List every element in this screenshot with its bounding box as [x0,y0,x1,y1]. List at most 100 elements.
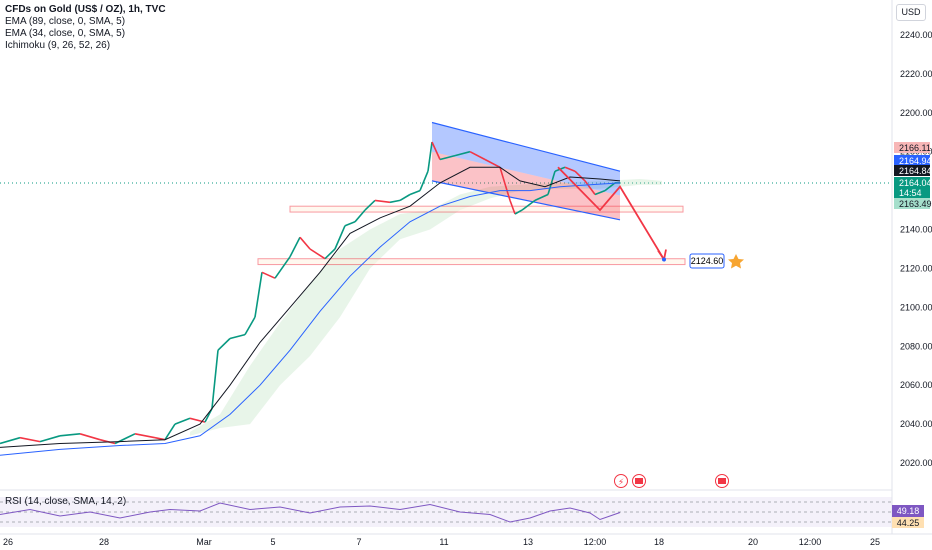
price-segment [59,433,81,437]
target-label-text: 2124.60 [691,256,724,266]
price-label-box [894,165,930,176]
price-segment [374,199,391,204]
price-segment [574,170,586,182]
price-tick-label: 2080.00 [900,341,932,351]
currency-button[interactable]: USD [896,4,926,21]
price-segment [334,225,346,250]
rsi-value-text: 49.18 [897,506,920,516]
event-icons[interactable]: ⚡ [614,474,729,489]
price-segment [564,166,576,172]
time-tick-label: 7 [356,537,361,547]
time-axis[interactable]: 26 28 Mar 5 7 11 13 12:00 18 20 12:00 25 [3,537,880,547]
target-label[interactable]: 2124.60 [689,253,725,269]
price-segment [289,236,301,258]
price-segment [229,333,246,340]
price-segment [217,337,231,351]
indicator-ichimoku[interactable]: Ichimoku (9, 26, 52, 26) [5,40,111,51]
support-zone-1[interactable] [289,205,684,213]
price-label-box [894,142,930,153]
lightning-glyph: ⚡ [618,478,624,488]
price-tick-label: 2100.00 [900,302,932,312]
price-segment [79,433,101,441]
price-segment [399,193,411,202]
time-tick-label: 5 [270,537,275,547]
price-segment [594,189,606,196]
indicator-ema89[interactable]: EMA (89, close, 0, SMA, 5) [5,16,126,27]
price-segment [484,158,501,169]
price-segment [547,170,556,195]
price-label-box [894,155,930,166]
price-tick-label: 2040.00 [900,419,932,429]
rsi-ma-box [892,517,924,528]
projection-arrow[interactable] [557,166,667,262]
target-point [662,257,666,262]
price-label: 2166.11 [899,143,931,153]
price-segment [261,271,276,279]
star-icon[interactable] [728,254,744,269]
ema34-line [0,166,621,448]
channel-lower-line[interactable] [431,180,621,221]
chart-legend: CFDs on Gold (US$ / OZ), 1h, TVC EMA (89… [5,4,166,52]
price-segment [419,170,429,191]
price-tick-label: 2240.00 [900,30,932,40]
price-segment [19,436,41,443]
flag-glyph [635,478,643,484]
price-segment [364,199,376,211]
price-segment [134,433,156,439]
price-segment [427,141,433,172]
channel-upper-line[interactable] [431,121,621,172]
time-tick-label: Mar [196,537,212,547]
price-segment [0,436,21,445]
rsi-indicator [0,501,892,523]
price-segment [534,193,549,202]
price-tick-label: 2140.00 [900,225,932,235]
price-tick-label: 2200.00 [900,108,932,118]
price-label: 2164.04 [899,178,932,188]
price-segment [274,256,291,279]
time-tick-label: 13 [523,537,533,547]
support-zones [257,205,686,266]
time-tick-label: 26 [3,537,13,547]
price-segment [354,209,366,223]
time-tick-label: 11 [439,537,448,547]
indicator-ema34[interactable]: EMA (34, close, 0, SMA, 5) [5,28,126,39]
rsi-legend[interactable]: RSI (14, close, SMA, 14, 2) [5,496,127,507]
price-tick-label: 2060.00 [900,380,932,390]
price-segment [521,199,536,211]
time-tick-label: 12:00 [584,537,607,547]
price-tick-label: 2020.00 [900,458,932,468]
rsi-line [0,502,621,523]
price-segment [409,189,421,196]
cloud-fill [190,179,662,436]
time-tick-label: 25 [870,537,880,547]
price-label-box [894,187,930,198]
time-tick-label: 20 [748,537,758,547]
price-segment [309,248,326,260]
rsi-value-box [892,505,924,517]
price-segment [164,423,176,441]
price-label: 2163.49 [899,199,932,209]
price-segment [469,150,486,161]
price-label-box [894,198,930,209]
price-segment [499,167,511,201]
price-segment [254,272,263,318]
arrow-path [557,166,665,260]
price-segment [584,180,596,195]
time-tick-label: 12:00 [799,537,822,547]
price-segment [39,435,61,443]
price-segment [389,199,401,204]
channel-lower-fill [432,151,620,220]
time-tick-label: 28 [99,537,109,547]
symbol-title[interactable]: CFDs on Gold (US$ / OZ), 1h, TVC [5,4,166,15]
rsi-value-labels: 49.18 44.25 [892,505,924,528]
price-label: 2164.84 [899,166,932,176]
ichimoku-cloud [190,179,662,436]
support-zone-2[interactable] [257,258,686,266]
price-segment [299,236,311,250]
price-segment [324,248,336,260]
lightning-event-icon[interactable] [614,474,628,488]
price-label: 14:54 [899,188,922,198]
target-label-box [689,253,725,269]
